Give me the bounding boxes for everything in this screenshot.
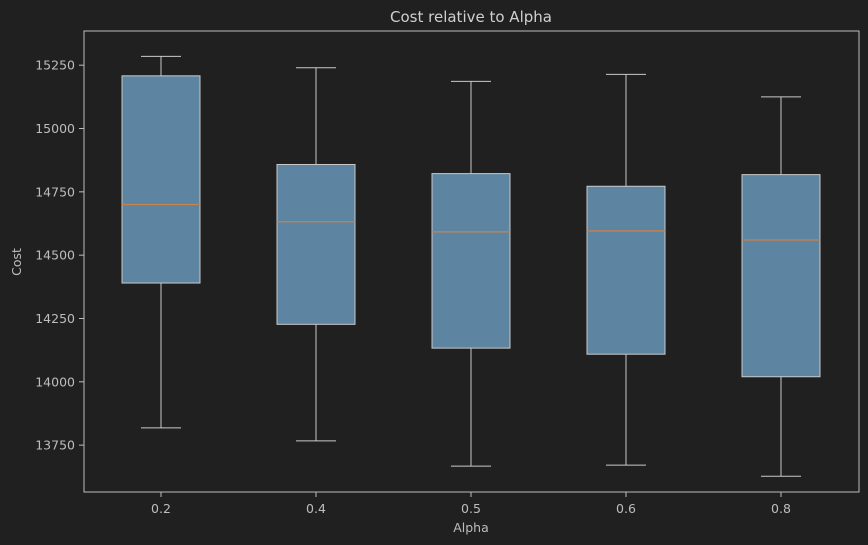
box-0.4 — [276, 67, 356, 442]
iqr-box — [586, 185, 666, 355]
y-axis: 13750 14000 14250 14500 14750 15000 15250 — [35, 58, 84, 453]
chart-title: Cost relative to Alpha — [390, 8, 552, 26]
x-tick-label: 0.8 — [771, 501, 791, 516]
box-0.8 — [741, 96, 821, 477]
box-0.2 — [121, 55, 201, 429]
y-tick-label: 15250 — [35, 58, 75, 73]
x-axis-label: Alpha — [453, 520, 489, 535]
y-axis-label: Cost — [9, 248, 24, 276]
iqr-box — [276, 163, 356, 325]
y-tick-label: 13750 — [35, 438, 75, 453]
x-tick-label: 0.4 — [306, 501, 326, 516]
y-tick-label: 15000 — [35, 121, 75, 136]
boxes-group — [121, 55, 821, 477]
x-tick-label: 0.2 — [151, 501, 171, 516]
x-tick-label: 0.6 — [616, 501, 636, 516]
iqr-box — [431, 173, 511, 349]
x-axis: 0.2 0.4 0.5 0.6 0.8 — [151, 492, 791, 516]
y-tick-label: 14750 — [35, 184, 75, 199]
x-tick-label: 0.5 — [461, 501, 481, 516]
iqr-box — [741, 174, 821, 378]
iqr-box — [121, 75, 201, 284]
y-tick-label: 14000 — [35, 374, 75, 389]
box-0.6 — [586, 73, 666, 466]
y-tick-label: 14500 — [35, 248, 75, 263]
y-tick-label: 14250 — [35, 311, 75, 326]
box-0.5 — [431, 80, 511, 467]
